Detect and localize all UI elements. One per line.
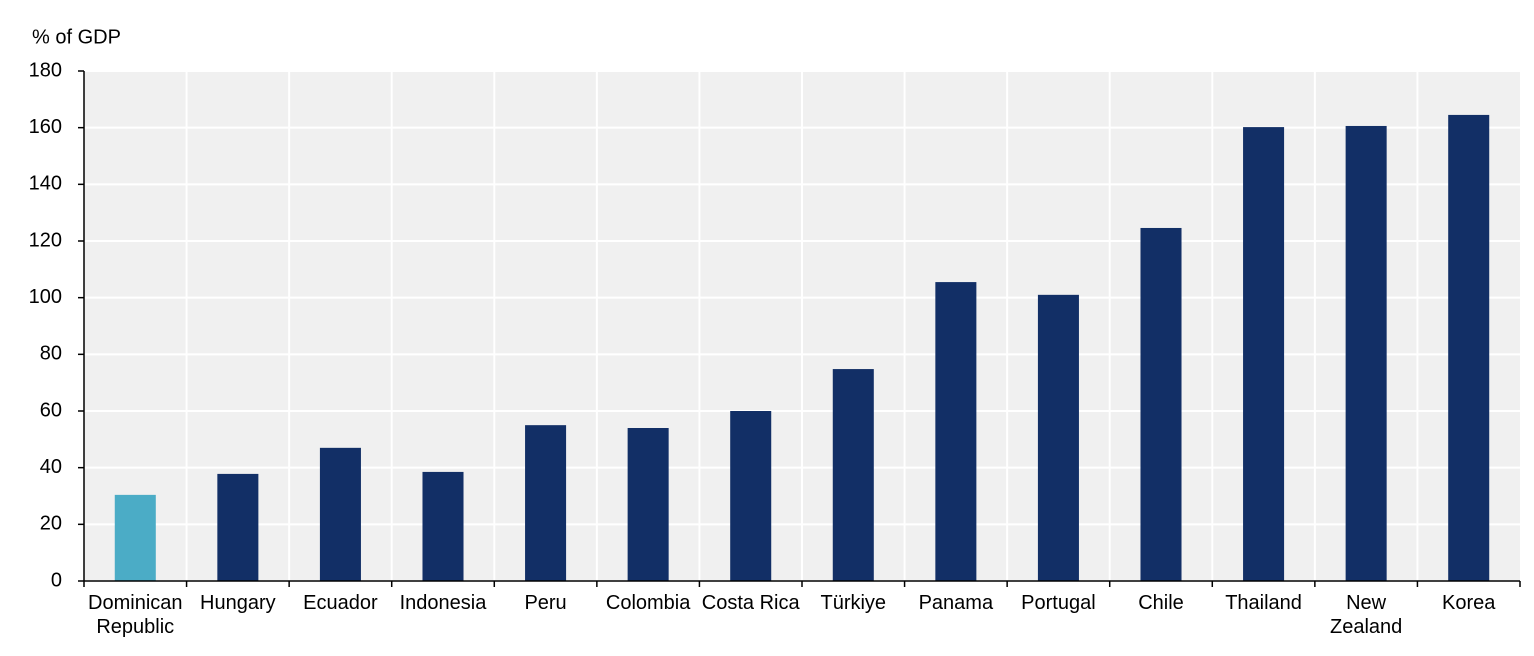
y-tick-label: 0 — [51, 569, 62, 591]
bar — [1243, 127, 1285, 581]
bar — [730, 411, 772, 581]
bar — [1037, 294, 1079, 581]
y-axis-title: % of GDP — [32, 26, 121, 48]
x-tick-label: Korea — [1442, 592, 1496, 614]
y-tick-label: 160 — [29, 116, 62, 138]
x-tick-label: Colombia — [605, 592, 691, 614]
bar — [217, 473, 259, 581]
x-tick-label: Costa Rica — [701, 592, 800, 614]
bar — [1140, 227, 1182, 581]
bar — [935, 282, 977, 581]
bar — [525, 425, 567, 581]
x-tick-label: Türkiye — [820, 592, 887, 614]
x-tick-label: Chile — [1138, 592, 1184, 614]
y-tick-label: 120 — [29, 229, 62, 251]
y-tick-label: 140 — [29, 173, 62, 195]
x-tick-label: Hungary — [200, 592, 276, 614]
bar — [627, 428, 669, 581]
y-tick-label: 100 — [29, 286, 62, 308]
bar — [319, 447, 361, 581]
x-tick-label: Panama — [918, 592, 994, 614]
bar — [1448, 114, 1490, 582]
y-tick-label: 180 — [29, 59, 62, 81]
y-tick-label: 80 — [40, 343, 62, 365]
bar — [114, 494, 156, 581]
x-tick-label: Peru — [524, 592, 567, 614]
bar — [1345, 125, 1387, 581]
x-tick-label: Indonesia — [399, 592, 487, 614]
y-tick-label: 60 — [40, 399, 62, 421]
y-tick-label: 40 — [40, 456, 62, 478]
x-tick-label: New Zealand — [1329, 592, 1403, 638]
x-tick-label: Ecuador — [303, 592, 378, 614]
x-tick-label: Dominican Republic — [88, 592, 183, 638]
bar — [422, 471, 464, 581]
x-tick-label: Thailand — [1225, 592, 1302, 614]
bar — [832, 369, 874, 581]
x-tick-label: Portugal — [1021, 592, 1096, 614]
y-tick-label: 20 — [40, 513, 62, 535]
